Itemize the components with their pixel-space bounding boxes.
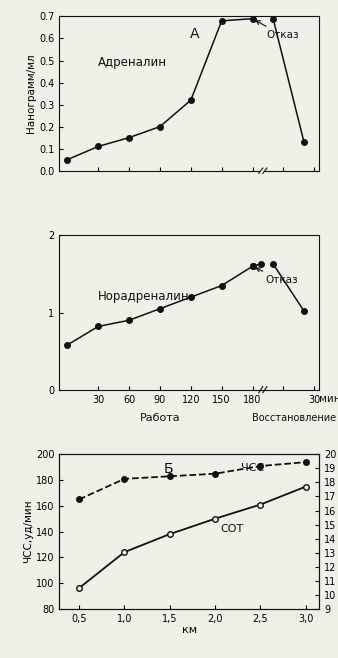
Text: мин: мин [319,394,338,404]
Y-axis label: Нанограмм/мл: Нанограмм/мл [26,54,36,134]
Text: Б: Б [164,462,173,476]
Text: ЧСС: ЧСС [241,463,264,473]
Text: Восстановление: Восстановление [251,413,336,423]
Y-axis label: ЧСС,уд/мин: ЧСС,уд/мин [23,499,33,563]
Text: Отказ: Отказ [256,268,297,286]
Text: Работа: Работа [140,413,180,423]
Text: Отказ: Отказ [256,20,298,41]
X-axis label: км: км [182,625,197,635]
Text: А: А [190,27,199,41]
Text: Норадреналин: Норадреналин [98,290,190,303]
Text: Адреналин: Адреналин [98,56,167,69]
Text: СОТ: СОТ [220,524,244,534]
